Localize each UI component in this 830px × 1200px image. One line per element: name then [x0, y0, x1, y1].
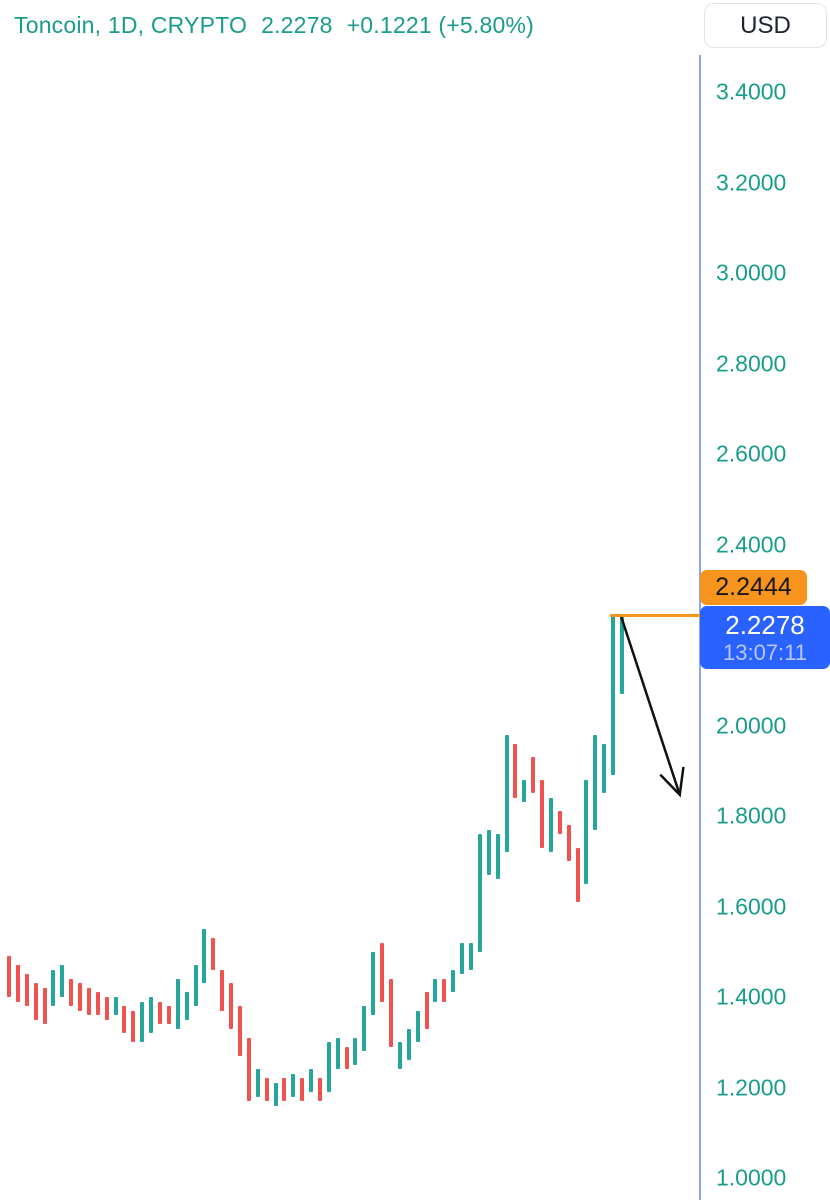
candle: [42, 987, 47, 1025]
price-tick-label: 2.0000: [716, 712, 787, 738]
candle: [104, 997, 109, 1020]
candle: [255, 1069, 260, 1097]
currency-toggle-button[interactable]: USD: [704, 3, 827, 48]
candle: [158, 1001, 163, 1025]
candle: [380, 942, 385, 1002]
price-tick-label: 3.2000: [716, 169, 787, 195]
candle: [477, 834, 482, 952]
candle: [140, 1001, 145, 1043]
candle: [246, 1037, 251, 1102]
high-price-label: 2.2444: [700, 570, 807, 605]
candle: [522, 779, 527, 803]
candle: [371, 951, 376, 1016]
candle: [60, 965, 65, 997]
candle: [95, 992, 100, 1016]
candle: [291, 1073, 296, 1097]
candle: [557, 811, 562, 835]
candle: [468, 942, 473, 970]
candle: [619, 614, 624, 694]
candle: [415, 1010, 420, 1043]
candle: [495, 834, 500, 880]
candle: [335, 1037, 340, 1070]
price-tick-label: 1.0000: [716, 1164, 787, 1191]
price-tick-label: 1.6000: [716, 893, 787, 919]
candle: [504, 734, 509, 853]
price-tick-label: 1.4000: [716, 983, 787, 1010]
candle: [220, 969, 225, 1011]
candle: [531, 757, 536, 794]
candle: [184, 992, 189, 1020]
candle: [282, 1078, 287, 1102]
current-price-value: 2.2278: [725, 609, 805, 640]
candle: [229, 983, 234, 1029]
candle: [86, 987, 91, 1016]
candle: [575, 847, 580, 902]
candle: [566, 825, 571, 862]
candle: [389, 978, 393, 1047]
price-tick-label: 1.8000: [716, 802, 787, 829]
high-price-line[interactable]: [610, 613, 702, 617]
price-tick-label: 3.4000: [716, 78, 787, 105]
candle: [273, 1082, 278, 1106]
candle: [122, 1006, 127, 1034]
candle: [584, 779, 589, 884]
candle: [15, 965, 20, 1002]
candle: [451, 969, 456, 993]
symbol-text[interactable]: Toncoin, 1D, CRYPTO: [14, 11, 248, 38]
candle: [326, 1042, 331, 1093]
candle: [264, 1078, 269, 1102]
candle: [24, 974, 29, 1007]
price-tick-label: 2.8000: [716, 350, 787, 376]
price-tick-label: 2.4000: [716, 531, 787, 557]
candle: [51, 969, 56, 1007]
candle: [602, 743, 607, 794]
candle: [202, 929, 207, 984]
price-tick-label: 2.6000: [716, 440, 787, 467]
candle: [460, 942, 465, 975]
candle: [540, 779, 545, 848]
candle: [193, 965, 198, 1007]
candle: [353, 1037, 358, 1065]
candle: [166, 1006, 171, 1025]
candle: [237, 1006, 242, 1056]
candle: [486, 829, 491, 875]
current-price-time: 13:07:11: [722, 639, 807, 665]
candle: [424, 992, 429, 1029]
candle: [78, 983, 83, 1011]
candle: [113, 997, 118, 1016]
candle: [548, 797, 553, 853]
candle: [433, 978, 438, 1002]
candle: [7, 956, 11, 997]
candle: [211, 938, 216, 970]
price-tick-label: 3.0000: [716, 259, 787, 286]
candle: [611, 614, 616, 776]
candle: [317, 1078, 322, 1102]
current-price-label: 2.2278 13:07:11: [700, 606, 830, 669]
candle: [593, 734, 598, 830]
candle: [406, 1028, 411, 1061]
candle: [33, 983, 38, 1020]
candle: [397, 1042, 402, 1070]
candle: [442, 978, 447, 1002]
price-tick-label: 1.2000: [716, 1074, 787, 1100]
candle: [362, 1006, 367, 1052]
candle: [69, 978, 74, 1007]
candle: [513, 743, 518, 798]
candle: [149, 997, 154, 1034]
change-text: +0.1221 (+5.80%): [346, 11, 534, 38]
candle: [175, 978, 180, 1029]
symbol-summary: Toncoin, 1D, CRYPTO 2.2278 +0.1221 (+5.8…: [14, 8, 534, 42]
candle: [344, 1046, 349, 1070]
candle: [131, 1010, 136, 1043]
candle: [309, 1069, 314, 1093]
last-price-text: 2.2278: [261, 11, 333, 38]
candle: [300, 1078, 305, 1102]
